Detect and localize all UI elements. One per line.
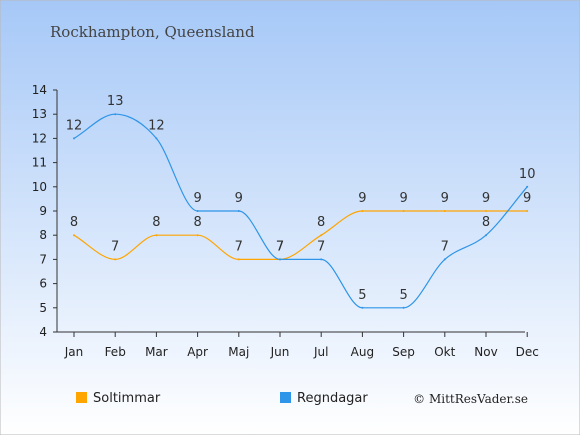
legend-label-soltimmar: Soltimmar: [93, 391, 161, 406]
x-tick-label: Feb: [105, 345, 126, 359]
x-tick-label: Mar: [145, 345, 168, 359]
data-label-soltimmar: 9: [523, 191, 531, 206]
data-label-soltimmar: 8: [70, 215, 78, 230]
data-point-soltimmar: [196, 234, 199, 237]
x-tick-label: Jan: [64, 345, 84, 359]
y-tick-label: 10: [32, 180, 47, 194]
data-label-soltimmar: 7: [111, 239, 119, 254]
data-label-soltimmar: 8: [317, 215, 325, 230]
y-tick-label: 4: [39, 325, 47, 339]
x-tick-label: Jun: [270, 345, 290, 359]
x-tick-label: Maj: [228, 345, 249, 359]
y-tick-label: 14: [32, 83, 47, 97]
y-tick-label: 11: [32, 156, 47, 170]
y-tick-label: 8: [39, 228, 47, 242]
data-label-regndagar: 5: [358, 288, 366, 303]
x-tick-label: Okt: [434, 345, 455, 359]
data-point-regndagar: [485, 234, 487, 237]
x-tick-label: Dec: [516, 345, 539, 359]
credit-text: © MittResVader.se: [413, 392, 528, 406]
data-label-soltimmar: 9: [399, 191, 407, 206]
data-label-soltimmar: 9: [482, 191, 490, 206]
data-label-regndagar: 7: [317, 239, 325, 254]
data-label-regndagar: 9: [235, 191, 243, 206]
data-label-regndagar: 13: [107, 94, 124, 109]
legend-label-regndagar: Regndagar: [297, 391, 368, 406]
x-tick-label: Apr: [187, 345, 208, 359]
series-line-soltimmar: [73, 210, 528, 261]
x-tick-label: Sep: [392, 345, 415, 359]
data-point-regndagar: [237, 210, 240, 212]
data-point-soltimmar: [485, 210, 487, 212]
data-point-regndagar: [73, 137, 75, 140]
data-point-regndagar: [196, 210, 199, 212]
data-label-soltimmar: 7: [276, 239, 284, 254]
x-tick-label: Nov: [474, 345, 497, 359]
data-point-soltimmar: [73, 234, 75, 237]
y-tick-label: 13: [32, 107, 47, 121]
data-point-soltimmar: [237, 258, 240, 261]
data-point-regndagar: [526, 185, 529, 188]
x-tick-label: Aug: [351, 345, 374, 359]
data-label-soltimmar: 9: [358, 191, 366, 206]
data-point-soltimmar: [526, 210, 529, 212]
data-label-regndagar: 7: [276, 239, 284, 254]
legend-swatch-soltimmar: [76, 392, 87, 403]
data-label-regndagar: 8: [482, 215, 490, 230]
y-tick-label: 5: [39, 301, 47, 315]
data-point-soltimmar: [155, 234, 158, 237]
data-label-regndagar: 5: [399, 288, 407, 303]
x-tick-label: Jul: [313, 345, 328, 359]
data-point-soltimmar: [443, 210, 446, 212]
data-point-regndagar: [361, 306, 364, 309]
data-label-regndagar: 12: [66, 118, 83, 133]
data-point-regndagar: [114, 113, 117, 116]
data-point-regndagar: [155, 137, 158, 140]
legend-swatch-regndagar: [280, 392, 291, 403]
data-point-soltimmar: [320, 234, 323, 237]
data-point-regndagar: [443, 258, 446, 261]
data-point-regndagar: [402, 306, 405, 309]
y-tick-label: 6: [39, 277, 47, 291]
y-tick-label: 12: [32, 131, 47, 145]
data-label-regndagar: 10: [519, 167, 536, 182]
data-label-soltimmar: 8: [152, 215, 160, 230]
data-label-soltimmar: 7: [235, 239, 243, 254]
data-label-soltimmar: 9: [441, 191, 449, 206]
y-tick-label: 7: [39, 252, 47, 266]
data-label-regndagar: 9: [193, 191, 201, 206]
data-label-regndagar: 12: [148, 118, 165, 133]
data-point-soltimmar: [114, 258, 117, 261]
y-tick-label: 9: [39, 204, 47, 218]
data-point-regndagar: [279, 258, 281, 261]
data-point-regndagar: [320, 258, 323, 261]
data-label-regndagar: 7: [441, 239, 449, 254]
data-label-soltimmar: 8: [193, 215, 201, 230]
chart-title: Rockhampton, Queensland: [50, 23, 255, 41]
data-point-soltimmar: [361, 210, 364, 212]
data-point-soltimmar: [402, 210, 405, 212]
